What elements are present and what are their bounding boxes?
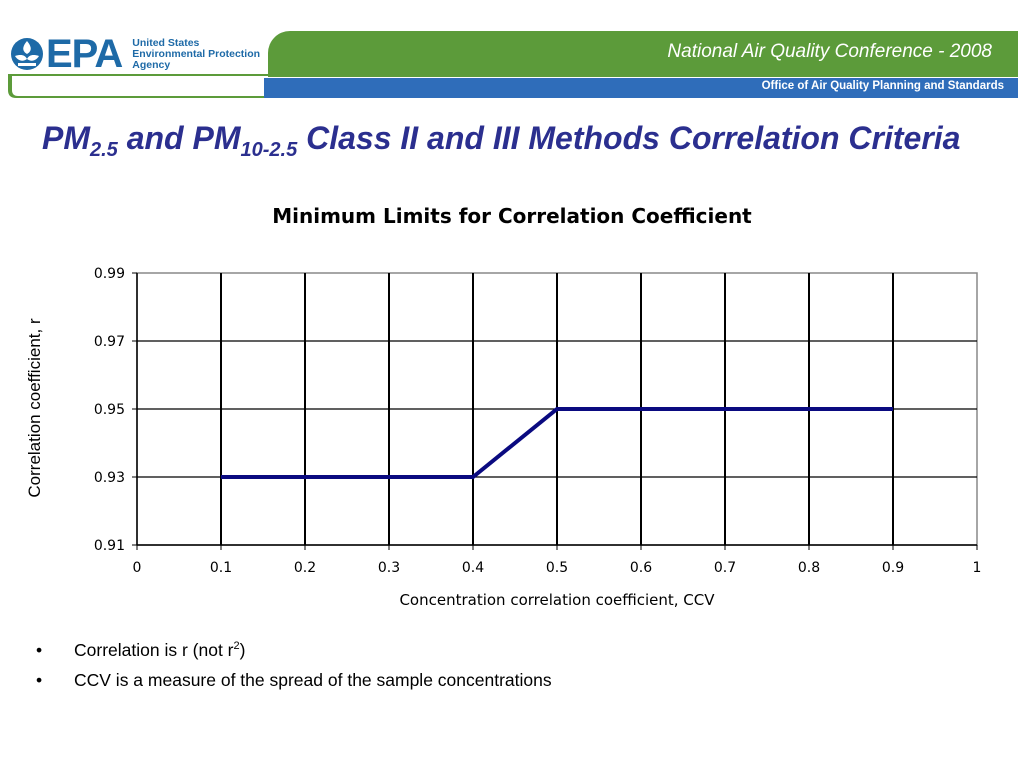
bullet-dot: • [36,670,43,690]
x-tick-label: 0.4 [462,560,484,576]
title-sub-1: 2.5 [90,139,118,161]
title-rest: Class II and III Methods Correlation Cri… [297,120,961,156]
header-green-banner [268,31,1018,77]
title-sub-2: 10-2.5 [240,139,298,161]
bullet-item: • CCV is a measure of the spread of the … [36,670,936,691]
correlation-chart: Minimum Limits for Correlation Coefficie… [25,204,982,609]
epa-flower-icon [11,38,43,70]
chart-y-axis-label: Correlation coefficient, r [25,318,44,498]
bullet-1-text: Correlation is r (not r [74,640,234,660]
title-pm: PM [42,120,90,156]
x-tick-label: 0.3 [378,560,400,576]
agency-line-3: Agency [132,58,171,71]
chart-title: Minimum Limits for Correlation Coefficie… [272,204,752,228]
y-tick-label: 0.97 [94,334,125,350]
x-tick-label: 0.8 [798,560,820,576]
x-tick-label: 0.5 [546,560,568,576]
header-blue-banner [264,78,1018,98]
x-tick-label: 0.2 [294,560,316,576]
agency-line-2: Environmental Protection [132,47,261,60]
agency-line-1: United States [132,36,200,49]
x-tick-label: 0.9 [882,560,904,576]
x-tick-label: 1 [973,560,982,576]
y-tick-label: 0.95 [94,402,125,418]
y-tick-label: 0.93 [94,470,125,486]
bullet-1-sup: 2 [233,640,240,653]
title-mid: and PM [117,120,241,156]
slide-header: EPA United States Environmental Protecti… [0,0,1024,100]
x-tick-label: 0.7 [714,560,736,576]
x-tick-label: 0.1 [210,560,232,576]
office-name: Office of Air Quality Planning and Stand… [761,80,1004,92]
x-tick-label: 0 [133,560,142,576]
epa-logo-text: EPA [46,32,123,76]
bullet-2-text: CCV is a measure of the spread of the sa… [74,670,552,690]
bullet-list: • Correlation is r (not r2) • CCV is a m… [36,640,936,700]
plot-area: 0 0.1 0.2 0.3 0.4 0.5 0.6 0.7 0.8 0.9 10.910.930.9… [94,266,982,576]
bullet-text: Correlation is r (not r2) [74,640,245,661]
x-tick-label: 0.6 [630,560,652,576]
y-tick-label: 0.99 [94,266,125,282]
bullet-1-close: ) [239,640,246,660]
chart-x-axis-label: Concentration correlation coefficient, C… [399,591,715,609]
epa-agency-name: United States Environmental Protection A… [132,36,261,71]
header-underline-swoosh [8,74,270,98]
y-tick-label: 0.91 [94,538,125,554]
bullet-item: • Correlation is r (not r2) [36,640,936,661]
slide-title: PM2.5 and PM10-2.5 Class II and III Meth… [42,120,1002,162]
epa-logo: EPA United States Environmental Protecti… [10,34,260,74]
series-line [221,407,893,479]
conference-title: National Air Quality Conference - 2008 [667,41,992,62]
bullet-dot: • [36,640,43,660]
